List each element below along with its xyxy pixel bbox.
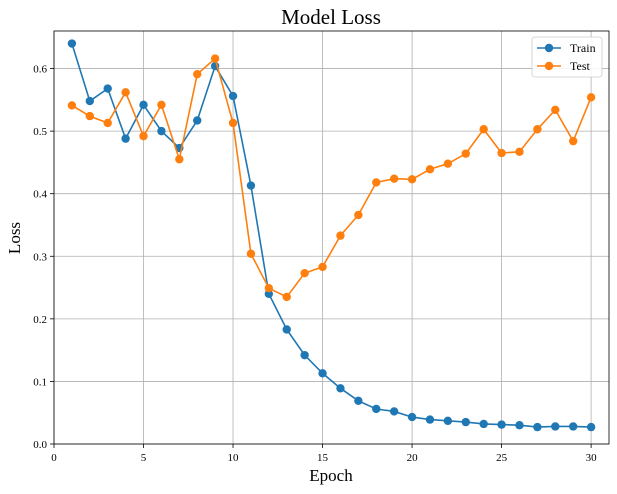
test-data-point bbox=[461, 149, 470, 158]
test-data-point bbox=[175, 155, 184, 164]
test-data-point bbox=[85, 111, 95, 121]
y-tick-label: 0.5 bbox=[33, 126, 47, 138]
train-data-point bbox=[568, 422, 578, 431]
train-data-point bbox=[121, 134, 130, 143]
train-data-point bbox=[515, 421, 524, 430]
test-data-point bbox=[389, 174, 399, 183]
train-data-point bbox=[85, 96, 95, 106]
train-data-point bbox=[246, 181, 256, 190]
x-tick-label: 10 bbox=[228, 452, 240, 464]
train-data-point bbox=[443, 416, 453, 426]
train-data-point bbox=[425, 415, 435, 424]
chart-title: Model Loss bbox=[281, 5, 381, 29]
x-tick-label: 25 bbox=[496, 452, 508, 464]
test-data-point bbox=[479, 125, 488, 134]
test-data-point bbox=[586, 93, 596, 102]
test-data-point bbox=[443, 159, 453, 168]
test-data-point bbox=[264, 283, 274, 293]
train-data-point bbox=[407, 412, 417, 422]
test-data-point bbox=[336, 231, 345, 240]
train-data-point bbox=[193, 116, 202, 125]
train-data-point bbox=[139, 100, 148, 110]
test-data-point bbox=[551, 105, 560, 115]
train-data-point bbox=[228, 91, 238, 101]
test-data-point bbox=[282, 292, 291, 302]
test-data-point bbox=[300, 268, 309, 278]
x-tick-label: 15 bbox=[317, 452, 329, 464]
test-data-point bbox=[157, 100, 166, 110]
train-data-point bbox=[533, 422, 542, 432]
y-axis-label: Loss bbox=[5, 222, 24, 254]
x-tick-label: 30 bbox=[586, 452, 598, 464]
train-data-point bbox=[479, 419, 488, 429]
test-data-point bbox=[568, 136, 578, 146]
y-tick-label: 0.2 bbox=[33, 314, 47, 326]
test-data-point bbox=[139, 131, 148, 141]
test-data-point bbox=[193, 69, 202, 79]
train-data-point bbox=[282, 325, 291, 334]
test-data-point bbox=[67, 101, 77, 110]
x-tick-label: 0 bbox=[51, 452, 57, 464]
test-data-point bbox=[497, 148, 506, 158]
test-data-point bbox=[318, 262, 327, 272]
train-data-point bbox=[372, 404, 381, 414]
x-axis-label: Epoch bbox=[309, 466, 353, 485]
train-data-point bbox=[389, 407, 399, 416]
y-tick-label: 0.1 bbox=[33, 376, 47, 388]
series-layer bbox=[67, 39, 596, 432]
test-data-point bbox=[515, 147, 524, 156]
train-data-point bbox=[551, 422, 560, 431]
train-data-point bbox=[461, 417, 470, 427]
legend: Train Test bbox=[531, 36, 603, 78]
train-data-point bbox=[354, 396, 363, 406]
train-data-point bbox=[157, 126, 166, 136]
plot-area-frame bbox=[53, 30, 610, 445]
test-data-point bbox=[103, 118, 112, 128]
train-data-point bbox=[103, 84, 112, 93]
y-tick-label: 0.6 bbox=[33, 64, 47, 76]
train-data-point bbox=[67, 39, 77, 48]
test-data-point bbox=[354, 210, 363, 220]
y-tick-label: 0.0 bbox=[33, 439, 47, 451]
test-data-point bbox=[407, 175, 417, 184]
test-data-point bbox=[210, 54, 220, 63]
test-data-point bbox=[228, 118, 238, 128]
test-data-point bbox=[246, 249, 256, 258]
test-data-point bbox=[425, 165, 435, 174]
legend-train-marker bbox=[544, 43, 554, 53]
test-data-point bbox=[372, 178, 381, 187]
legend-test-marker bbox=[544, 61, 554, 71]
x-tick-label: 20 bbox=[407, 452, 419, 464]
test-data-point bbox=[533, 125, 542, 134]
legend-train-label: Train bbox=[570, 41, 596, 55]
x-tick-label: 5 bbox=[141, 452, 147, 464]
train-data-point bbox=[497, 420, 506, 429]
y-tick-label: 0.3 bbox=[33, 251, 47, 263]
train-data-point bbox=[586, 422, 596, 432]
train-data-point bbox=[336, 384, 345, 393]
axis-ticks: 0 5 10 15 20 25 30 0.0 0.1 0.2 0.3 0.4 0.5 0.6 bbox=[33, 64, 597, 464]
test-data-point bbox=[121, 88, 130, 97]
train-data-point bbox=[318, 369, 327, 378]
train-data-point bbox=[300, 350, 309, 360]
y-tick-label: 0.4 bbox=[33, 189, 47, 201]
legend-test-label: Test bbox=[570, 59, 590, 73]
grid-lines bbox=[53, 31, 609, 445]
